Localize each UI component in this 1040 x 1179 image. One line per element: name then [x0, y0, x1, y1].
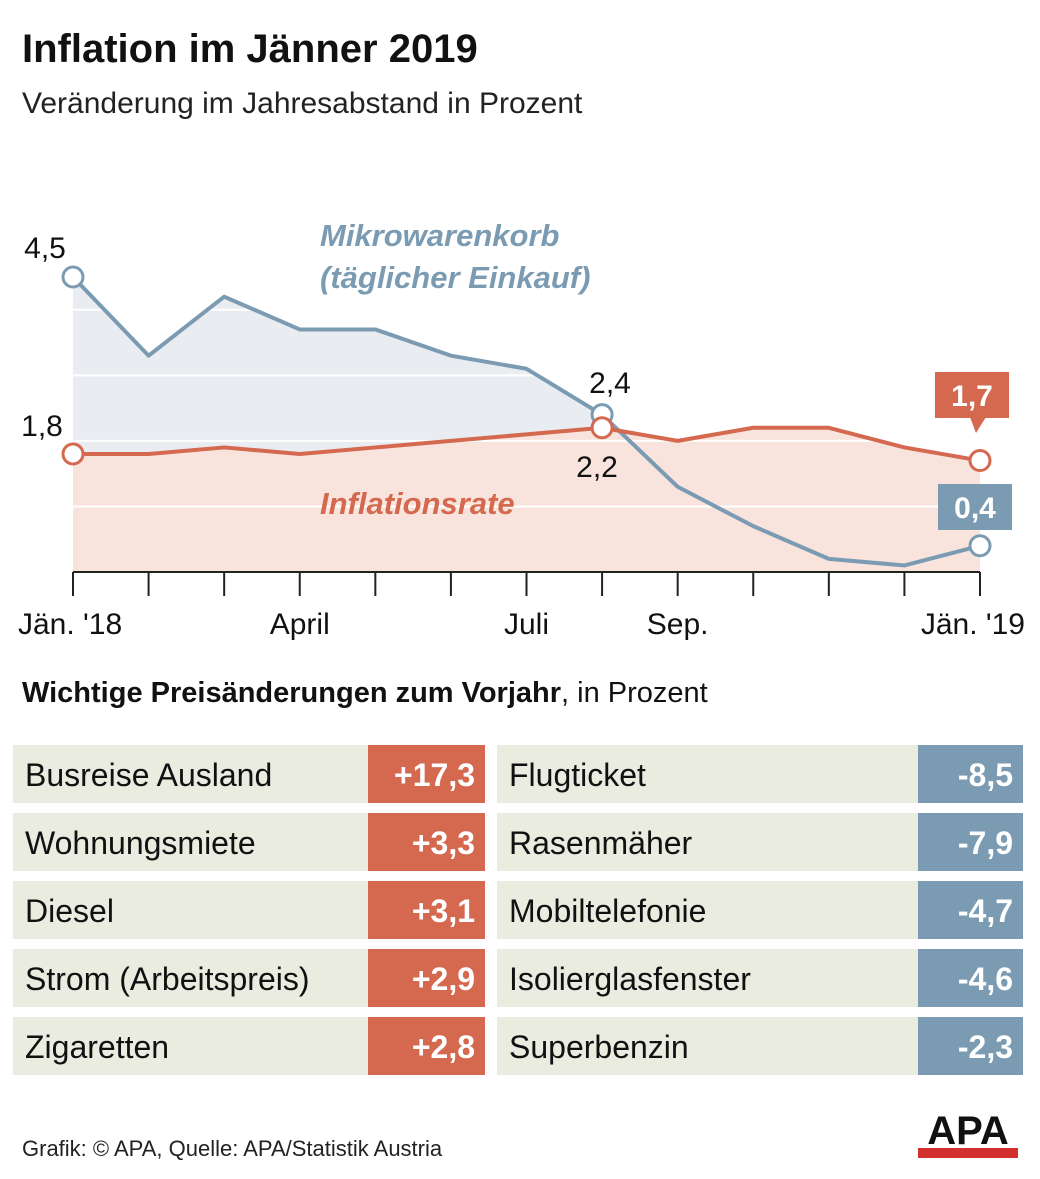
area	[73, 427, 980, 572]
data-label: 4,5	[24, 232, 66, 265]
line	[71, 275, 981, 568]
x-tick-label: Juli	[504, 608, 549, 641]
table-heading: Wichtige Preisänderungen zum Vorjahr, in…	[22, 677, 708, 709]
label-box	[935, 372, 1009, 418]
line	[73, 425, 981, 463]
data-label: 1,7	[951, 380, 993, 413]
row-value: +2,8	[412, 1029, 475, 1065]
table-unit: , in Prozent	[561, 677, 708, 709]
row-value: +17,3	[394, 757, 475, 793]
value-bg	[918, 813, 1023, 871]
row-label: Rasenmäher	[509, 825, 693, 861]
row-value: +2,9	[412, 961, 475, 997]
x-tick-label: Jän. '18	[18, 608, 122, 641]
data-label: 2,4	[589, 367, 631, 400]
row-value: -7,9	[958, 825, 1013, 861]
point	[968, 534, 992, 558]
row-value: +3,1	[412, 893, 475, 929]
logo-stripe	[918, 1148, 1018, 1158]
row-value: -4,7	[958, 893, 1013, 929]
point	[61, 265, 85, 289]
row-label: Strom (Arbeitspreis)	[25, 961, 310, 997]
series-label-line: Mikrowarenkorb	[320, 218, 560, 253]
row-value: -4,6	[958, 961, 1013, 997]
row-value: -2,3	[958, 1029, 1013, 1065]
row-value: +3,3	[412, 825, 475, 861]
point	[968, 449, 992, 473]
value-bg	[918, 949, 1023, 1007]
value-bg	[368, 1017, 485, 1075]
row-label: Superbenzin	[509, 1029, 689, 1065]
logo: APA	[927, 1109, 1008, 1153]
row-label: Diesel	[25, 893, 114, 929]
x-tick-label: Sep.	[647, 608, 709, 641]
row-value: -8,5	[958, 757, 1013, 793]
data-label: 2,2	[576, 451, 618, 484]
value-bg	[918, 1017, 1023, 1075]
point	[61, 442, 85, 466]
value-bg	[368, 949, 485, 1007]
source: Grafik: © APA, Quelle: APA/Statistik Aus…	[22, 1136, 443, 1161]
row-label: Mobiltelefonie	[509, 893, 706, 929]
value-bg	[918, 881, 1023, 939]
label-box	[938, 484, 1012, 530]
row-label: Wohnungsmiete	[25, 825, 256, 861]
value-bg	[368, 881, 485, 939]
subtitle: Veränderung im Jahresabstand in Prozent	[22, 87, 583, 120]
label-pointer	[970, 417, 986, 433]
table-title: Wichtige Preisänderungen zum Vorjahr	[22, 677, 561, 709]
series-label-line: (täglicher Einkauf)	[320, 260, 590, 295]
row-label: Flugticket	[509, 757, 646, 793]
data-label: 0,4	[954, 492, 996, 525]
point	[590, 416, 614, 440]
title: Inflation im Jänner 2019	[22, 27, 478, 71]
x-tick-label: April	[270, 608, 330, 641]
row-label: Isolierglasfenster	[509, 961, 751, 997]
data-label: 1,8	[21, 410, 63, 443]
value-bg	[368, 745, 485, 803]
row-label: Zigaretten	[25, 1029, 169, 1065]
series-label: Mikrowarenkorb (täglicher Einkauf)	[320, 218, 590, 295]
x-tick-label: Jän. '19	[921, 608, 1025, 641]
value-bg	[368, 813, 485, 871]
row-label: Busreise Ausland	[25, 757, 272, 793]
value-bg	[918, 745, 1023, 803]
series-label: Inflationsrate	[320, 486, 515, 521]
